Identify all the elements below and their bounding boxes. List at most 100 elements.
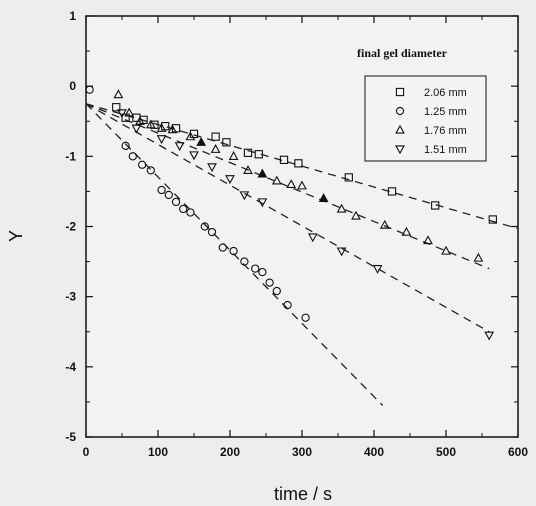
data-point <box>243 165 253 174</box>
x-tick-label: 600 <box>508 445 528 459</box>
fit-line <box>85 103 490 333</box>
data-point <box>207 227 217 237</box>
data-point <box>336 203 347 213</box>
data-point <box>124 107 135 117</box>
data-point <box>372 264 383 274</box>
data-point <box>225 175 235 185</box>
data-point <box>156 122 167 132</box>
data-point <box>251 264 260 273</box>
legend-markers <box>395 87 405 155</box>
data-point <box>196 137 207 146</box>
data-point <box>307 233 318 243</box>
x-tick-label: 500 <box>436 445 456 459</box>
data-point <box>431 201 440 210</box>
data-point <box>484 331 495 341</box>
data-point <box>174 142 185 152</box>
legend-item-label: 1.25 mm <box>424 106 467 118</box>
data-point <box>488 215 497 224</box>
data-point <box>301 313 310 322</box>
data-point <box>131 124 142 134</box>
x-tick-label: 100 <box>148 445 168 459</box>
y-tick-label: 1 <box>69 9 76 23</box>
y-tick-label: -1 <box>65 149 76 163</box>
legend-box <box>364 75 487 162</box>
data-point <box>222 138 231 147</box>
data-point <box>387 187 397 196</box>
data-point <box>189 151 199 161</box>
data-point <box>258 267 267 277</box>
data-point <box>145 119 156 129</box>
data-point <box>179 204 188 214</box>
data-point <box>146 166 155 175</box>
data-point <box>279 155 289 164</box>
data-point <box>207 163 217 173</box>
data-point <box>344 173 353 182</box>
data-point <box>272 286 281 296</box>
data-point <box>286 179 297 189</box>
legend-marker <box>395 106 405 116</box>
data-point <box>351 210 361 220</box>
x-tick-label: 300 <box>292 445 312 459</box>
data-point <box>186 208 195 217</box>
data-point <box>336 247 347 257</box>
data-point <box>121 141 130 150</box>
data-point <box>171 197 181 207</box>
data-point <box>294 159 303 168</box>
y-tick-label: 0 <box>69 79 76 93</box>
data-point <box>210 144 221 153</box>
data-point <box>379 219 390 229</box>
data-point <box>135 115 145 125</box>
legend: final gel diameter 2.06 mm 1.25 mm 1.76 … <box>357 46 487 162</box>
data-point <box>271 175 282 185</box>
x-tick-label: 400 <box>364 445 384 459</box>
data-point <box>441 245 451 255</box>
legend-item-label: 1.51 mm <box>424 144 467 156</box>
data-point <box>218 243 227 252</box>
data-point <box>211 132 220 141</box>
legend-item-label: 2.06 mm <box>424 87 467 99</box>
y-axis-label: Y <box>6 230 26 242</box>
data-point <box>243 148 253 157</box>
data-point <box>401 226 412 236</box>
data-point <box>229 246 238 256</box>
y-tick-label: -2 <box>65 220 76 234</box>
data-point <box>239 191 250 201</box>
data-point <box>265 278 274 287</box>
data-point <box>254 150 263 159</box>
data-point <box>167 124 178 134</box>
y-tick-label: -3 <box>65 290 76 304</box>
y-tick-label: -4 <box>65 360 76 374</box>
legend-item-label: 1.76 mm <box>424 125 467 137</box>
data-point <box>117 109 127 119</box>
data-point <box>85 85 94 94</box>
legend-marker <box>395 145 405 155</box>
data-point <box>257 198 268 208</box>
data-point <box>157 185 166 195</box>
data-point <box>113 89 124 99</box>
data-point <box>128 152 137 161</box>
y-tick-label: -5 <box>65 430 76 444</box>
data-point <box>257 168 268 178</box>
data-point <box>185 131 196 141</box>
legend-marker <box>395 87 405 97</box>
data-point <box>228 151 239 160</box>
legend-marker <box>395 124 405 134</box>
data-point <box>240 257 249 266</box>
data-point <box>189 129 199 139</box>
data-point <box>200 222 209 231</box>
data-point <box>112 103 121 112</box>
data-point <box>318 193 329 203</box>
x-tick-label: 0 <box>83 445 90 459</box>
data-point <box>138 160 147 169</box>
data-point <box>423 235 433 245</box>
x-axis-label: time / s <box>274 484 332 504</box>
legend-title: final gel diameter <box>357 46 448 60</box>
axis-ticks: 0 100 200 300 400 500 600 1 0 -1 -2 -3 -4 -5 <box>65 9 528 459</box>
x-tick-label: 200 <box>220 445 240 459</box>
data-point <box>156 135 167 145</box>
data-point <box>283 300 292 310</box>
data-point <box>164 190 173 200</box>
data-point <box>473 252 484 262</box>
data-points <box>85 85 497 341</box>
